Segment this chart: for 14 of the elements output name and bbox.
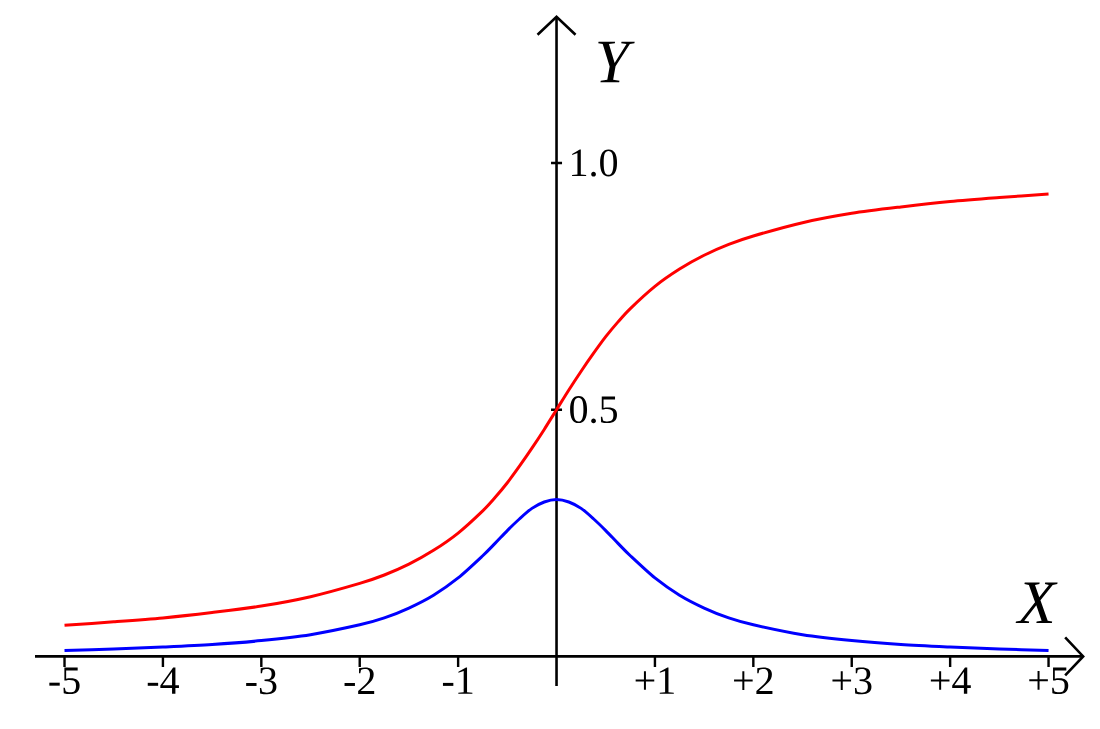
x-tick-label: +1 bbox=[635, 667, 674, 694]
x-tick-label: -2 bbox=[344, 667, 375, 694]
x-tick-label: -3 bbox=[246, 667, 277, 695]
x-axis-title: X bbox=[1015, 582, 1058, 624]
x-tick-label: -4 bbox=[147, 667, 179, 694]
y-tick-label: 0.5 bbox=[570, 396, 617, 424]
x-tick-label: -1 bbox=[442, 667, 473, 694]
x-tick-label: +4 bbox=[930, 667, 971, 694]
x-tick-label: -5 bbox=[49, 667, 80, 694]
y-tick-label: 1.0 bbox=[572, 149, 618, 177]
y-axis-title: Y bbox=[598, 41, 635, 83]
x-tick-label: +2 bbox=[734, 667, 773, 694]
x-tick-label: +3 bbox=[832, 667, 872, 695]
x-tick-label: +5 bbox=[1029, 667, 1069, 694]
